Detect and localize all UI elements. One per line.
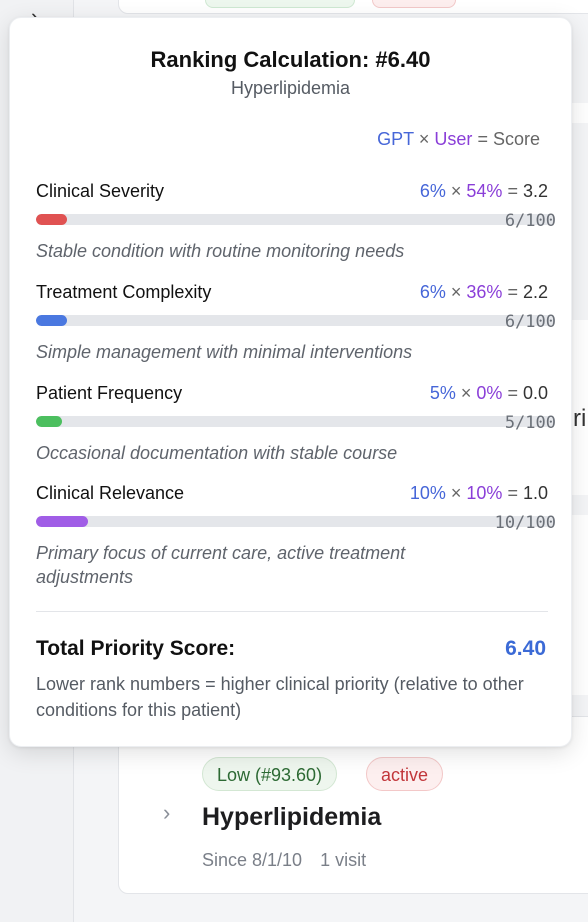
factor-gpt-weight: 5%: [429, 383, 456, 403]
total-score-label: Total Priority Score:: [36, 637, 236, 660]
popover-title: Ranking Calculation: #6.40: [150, 47, 431, 72]
factor-result: 2.2: [522, 282, 548, 302]
factor-gpt-weight: 6%: [419, 181, 446, 201]
formula-legend: GPT × User = Score: [377, 129, 540, 150]
divider: [36, 611, 548, 612]
factor-value: 6/100: [504, 312, 556, 332]
legend-score: Score: [492, 129, 540, 149]
background-card-text-fragment: ri: [573, 405, 587, 432]
factor-name: Clinical Relevance: [36, 483, 185, 503]
factor-gpt-weight: 6%: [419, 282, 446, 302]
status-badge: active: [366, 757, 444, 791]
factor-description: Occasional documentation with stable cou…: [36, 443, 398, 463]
times-sign: ×: [460, 383, 472, 403]
factor-formula: 6% × 54% = 3.2: [420, 181, 548, 202]
equals-sign: =: [507, 383, 518, 403]
factor-user-weight: 0%: [476, 383, 503, 403]
factor-result: 0.0: [522, 383, 548, 403]
previous-priority-badge: [205, 0, 355, 8]
condition-title: Hyperlipidemia: [202, 803, 382, 831]
factor-user-weight: 36%: [466, 282, 503, 302]
factor-progress-track: [36, 416, 554, 427]
factor-progress-fill: [36, 416, 62, 427]
factor-result: 1.0: [522, 483, 548, 503]
legend-user: User: [434, 129, 473, 149]
factor-gpt-weight: 10%: [409, 483, 446, 503]
background-card-edge: [571, 515, 588, 695]
factor-formula: 5% × 0% = 0.0: [430, 383, 548, 404]
priority-footnote: Lower rank numbers = higher clinical pri…: [36, 674, 524, 720]
factor-description: Simple management with minimal intervent…: [36, 342, 413, 362]
factor-value: 5/100: [504, 413, 556, 433]
equals-sign: =: [507, 483, 518, 503]
chevron-right-icon[interactable]: ›: [31, 4, 38, 30]
factor-user-weight: 10%: [466, 483, 503, 503]
factor-progress-fill: [36, 214, 68, 225]
factor-value: 10/100: [494, 513, 556, 533]
factor-name: Clinical Severity: [36, 181, 165, 201]
previous-status-badge: [372, 0, 456, 8]
factor-progress-fill: [36, 315, 68, 326]
factor-name: Treatment Complexity: [36, 282, 212, 302]
factor-formula: 6% × 36% = 2.2: [420, 282, 548, 303]
legend-times: ×: [418, 129, 430, 149]
factor-name: Patient Frequency: [36, 383, 183, 403]
factor-formula: 10% × 10% = 1.0: [410, 483, 548, 504]
times-sign: ×: [450, 282, 462, 302]
factor-value: 6/100: [504, 211, 556, 231]
equals-sign: =: [507, 282, 518, 302]
factor-progress-fill: [36, 516, 88, 527]
factor-description: Stable condition with routine monitoring…: [36, 241, 405, 261]
factor-result: 3.2: [522, 181, 548, 201]
total-score-value: 6.40: [505, 637, 546, 660]
factor-progress-track: [36, 315, 554, 326]
chevron-right-icon[interactable]: ›: [163, 800, 171, 825]
equals-sign: =: [507, 181, 518, 201]
factor-user-weight: 54%: [466, 181, 503, 201]
ranking-calculation-popover: Ranking Calculation: #6.40 Hyperlipidemi…: [9, 17, 572, 747]
visit-count: 1 visit: [320, 850, 367, 870]
legend-equals: =: [477, 129, 488, 149]
since-date: Since 8/1/10: [202, 850, 303, 870]
condition-meta: Since 8/1/10 1 visit: [202, 850, 366, 871]
priority-badge[interactable]: Low (#93.60): [202, 757, 338, 791]
popover-subtitle: Hyperlipidemia: [230, 78, 351, 98]
background-card-edge: [571, 103, 588, 123]
factor-progress-track: [36, 214, 554, 225]
times-sign: ×: [450, 181, 462, 201]
factor-description: Primary focus of current care, active tr…: [36, 543, 406, 587]
factor-progress-track: [36, 516, 554, 527]
times-sign: ×: [450, 483, 462, 503]
legend-gpt: GPT: [377, 129, 414, 149]
